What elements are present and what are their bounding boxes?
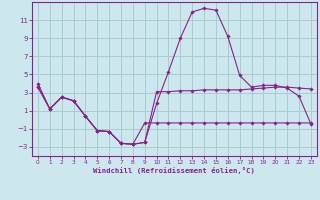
X-axis label: Windchill (Refroidissement éolien,°C): Windchill (Refroidissement éolien,°C) [93,167,255,174]
